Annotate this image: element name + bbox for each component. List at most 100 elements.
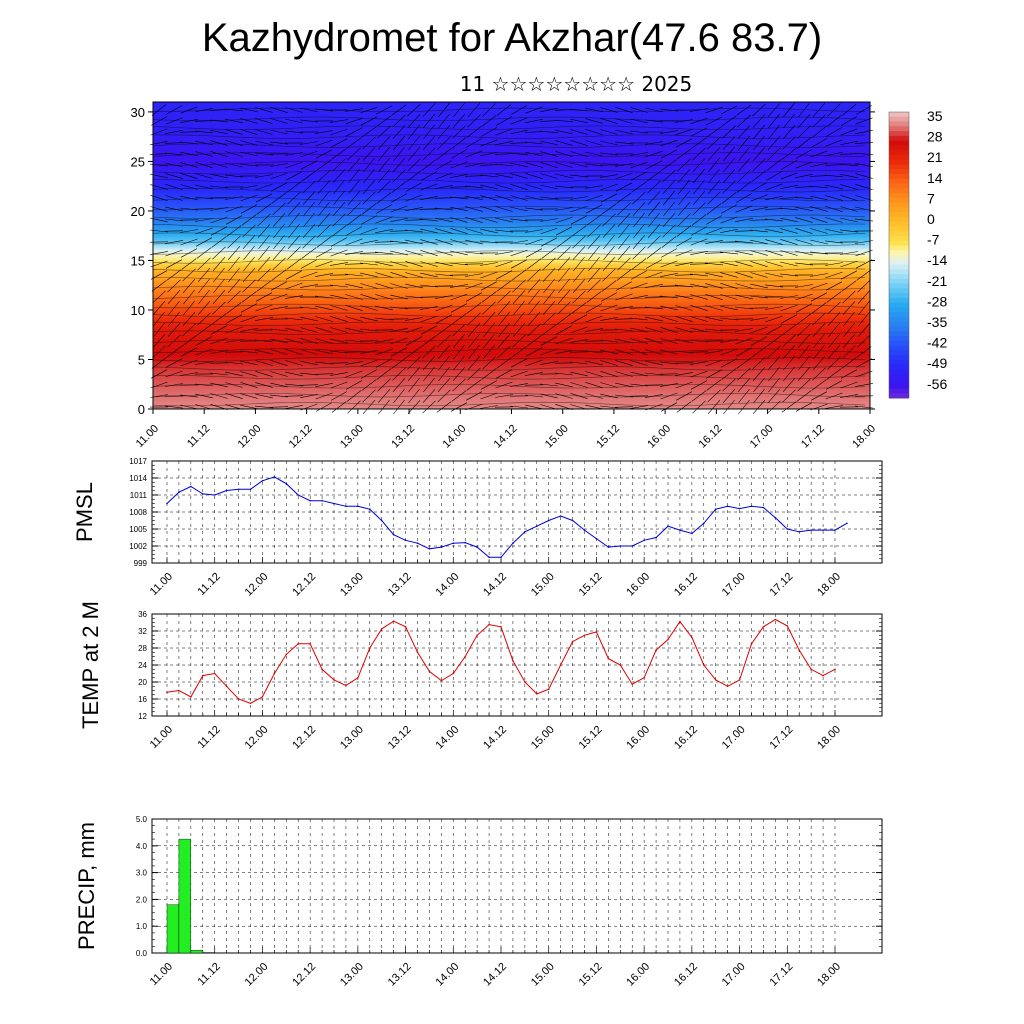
wind-barb <box>588 245 600 261</box>
wind-barb <box>165 383 183 387</box>
wind-barb <box>735 347 753 357</box>
wind-barb <box>630 327 648 333</box>
data-point <box>524 681 526 683</box>
wind-barb <box>437 345 451 359</box>
wind-barb <box>570 371 588 377</box>
wind-barb <box>330 249 348 257</box>
colorbar-segment <box>889 369 909 375</box>
wind-barb <box>423 366 435 382</box>
wind-barb <box>690 316 708 322</box>
wind-barb <box>419 218 439 222</box>
wind-barb <box>452 334 466 348</box>
wind-barb <box>225 196 243 200</box>
x-tick-label: 11.00 <box>148 961 175 988</box>
wind-barb <box>555 325 573 335</box>
wind-barb <box>362 147 376 161</box>
wind-barb <box>180 359 198 367</box>
wind-barb <box>662 224 676 238</box>
data-point <box>178 689 180 692</box>
wind-barb <box>240 382 258 388</box>
wind-barb <box>540 173 558 179</box>
wind-barb <box>242 235 256 249</box>
wind-barb <box>270 349 288 355</box>
wind-barb <box>706 203 722 215</box>
colorbar-segment <box>889 154 909 161</box>
wind-barb <box>482 345 496 359</box>
wind-barb <box>588 256 600 272</box>
wind-barb <box>841 104 857 116</box>
wind-barb <box>435 228 453 234</box>
isotherm-line <box>152 295 866 300</box>
wind-barb <box>510 184 528 190</box>
wind-barb <box>346 214 362 226</box>
wind-barb <box>315 361 333 365</box>
wind-barb <box>347 202 361 216</box>
wind-barb <box>810 239 828 245</box>
isotherm-line <box>152 187 866 193</box>
isotherm-line <box>152 143 866 148</box>
wind-barb <box>797 378 811 392</box>
wind-barb <box>824 174 844 178</box>
wind-barb <box>750 261 768 267</box>
wind-barb <box>707 147 721 161</box>
wind-barb <box>585 371 603 377</box>
wind-barb <box>602 268 616 282</box>
wind-barb <box>827 301 841 315</box>
data-point <box>559 515 562 517</box>
wind-barb <box>300 271 318 279</box>
colorbar-segment <box>889 326 909 332</box>
wind-barb <box>708 157 720 173</box>
wind-barb <box>693 168 705 184</box>
colorbar-label: -56 <box>927 376 947 392</box>
isotherm-line <box>152 116 866 121</box>
wind-barb <box>166 346 182 358</box>
wind-barb <box>468 333 480 349</box>
wind-barb <box>467 312 481 326</box>
wind-barb <box>423 113 435 129</box>
wind-barb <box>809 185 829 189</box>
wind-barb <box>330 237 348 247</box>
wind-barb <box>405 207 423 211</box>
wind-barb <box>826 127 842 137</box>
wind-barb <box>660 338 678 344</box>
wind-barb <box>525 106 543 114</box>
wind-barb <box>555 226 573 236</box>
x-tick-label: 16.00 <box>645 423 673 451</box>
wind-barb <box>630 360 648 366</box>
wind-barb <box>196 324 212 336</box>
wind-barb <box>555 382 573 388</box>
data-point <box>762 626 765 628</box>
wind-barb <box>675 316 693 322</box>
wind-barb <box>316 159 332 171</box>
wind-barb <box>422 136 436 150</box>
wind-barb <box>465 282 483 290</box>
wind-barb <box>284 395 304 397</box>
wind-barb <box>585 118 603 124</box>
wind-barb <box>766 159 782 171</box>
wind-barb <box>675 338 693 344</box>
wind-barb <box>825 405 843 409</box>
x-tick-label: 14.12 <box>481 961 509 989</box>
wind-barb <box>180 195 198 201</box>
wind-barb <box>571 302 587 314</box>
wind-barb <box>842 345 856 359</box>
wind-barb <box>225 215 243 225</box>
wind-barb <box>330 350 348 354</box>
colorbar-segment <box>889 374 909 380</box>
wind-barb <box>393 399 405 415</box>
wind-barb <box>360 116 378 126</box>
wind-barb <box>720 216 738 224</box>
wind-barb <box>751 170 767 182</box>
data-point <box>345 505 347 508</box>
wind-barb <box>556 236 572 248</box>
wind-barb <box>211 236 227 248</box>
wind-barb <box>825 262 843 266</box>
wind-barb <box>375 358 393 368</box>
wind-barb <box>738 388 750 404</box>
wind-barb <box>768 377 780 393</box>
wind-barb <box>721 368 737 380</box>
wind-barb <box>796 313 812 325</box>
x-tick-label: 14.12 <box>481 571 509 599</box>
wind-barb <box>600 317 618 321</box>
